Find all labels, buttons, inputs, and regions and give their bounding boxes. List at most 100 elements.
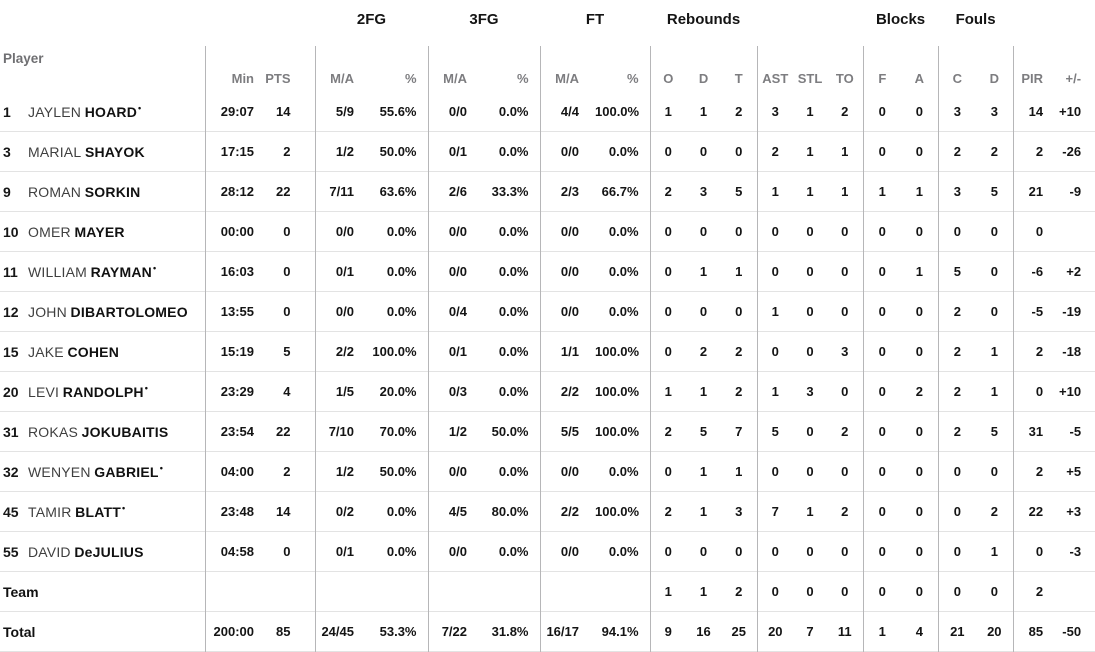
cell-ft_pct: [595, 571, 651, 612]
cell-fg2_ma: 7/10: [328, 424, 354, 439]
cell-reb_t: 0: [721, 211, 758, 252]
group-header-3fg: 3FG: [469, 10, 499, 28]
cell-pts: 2: [262, 131, 316, 172]
column-header-pts: PTS: [262, 46, 316, 92]
cell-stl: 0: [806, 464, 814, 479]
cell-reb_t: 2: [721, 331, 758, 372]
cell-fg2_ma: 1/5: [335, 384, 354, 399]
cell-fg2_pct: 53.3%: [370, 611, 429, 652]
cell-pm: -5: [1069, 424, 1082, 439]
player-cell: 45 TAMIR BLATT•: [0, 491, 206, 532]
player-last-name: RAYMAN: [90, 264, 152, 280]
cell-pts: 0: [262, 211, 316, 252]
column-header-to: TO: [827, 46, 864, 92]
jersey-number: 55: [3, 543, 19, 560]
cell-foul_c: 2: [953, 384, 961, 399]
cell-fg2_ma: 0/2: [335, 504, 354, 519]
cell-foul_c: 2: [953, 424, 961, 439]
cell-fg3_ma: 0/0: [448, 544, 467, 559]
cell-fg3_pct: 0.0%: [483, 371, 541, 412]
cell-reb_o: 1: [664, 384, 672, 399]
cell-pm: -26: [1062, 144, 1082, 159]
cell-to: 2: [827, 411, 864, 452]
group-header-fouls: Fouls: [955, 10, 996, 28]
cell-ast: 20: [768, 624, 783, 639]
cell-ft_ma: 0/0: [560, 544, 579, 559]
cell-ft_pct: 0.0%: [595, 251, 651, 292]
jersey-number: 3: [3, 143, 11, 160]
cell-blk_a: 0: [901, 331, 939, 372]
cell-fg2_pct: 55.6%: [370, 92, 429, 132]
cell-ft_ma: [540, 572, 595, 612]
cell-blk_f: 0: [878, 104, 886, 119]
cell-pir: 31: [1028, 424, 1044, 439]
cell-to: 0: [827, 291, 864, 332]
cell-pir: 22: [1028, 504, 1044, 519]
cell-to: 2: [827, 491, 864, 532]
jersey-number: 1: [3, 104, 11, 120]
player-row: 32 WENYEN GABRIEL• 04:00 2 1/2 50.0% 0/0 0.0% 0/…: [0, 451, 1095, 492]
cell-fg3_ma: 2/6: [448, 184, 467, 199]
cell-foul_d: 1: [976, 371, 1014, 412]
cell-pts: 22: [262, 411, 316, 452]
cell-to: 1: [827, 131, 864, 172]
jersey-number: 10: [3, 223, 19, 240]
player-cell: 3 MARIAL SHAYOK: [0, 131, 206, 172]
cell-blk_f: 0: [878, 464, 886, 479]
cell-reb_o: 9: [664, 624, 672, 639]
cell-reb_t: 0: [721, 131, 758, 172]
cell-pir: 2: [1035, 344, 1044, 359]
cell-blk_a: 0: [901, 291, 939, 332]
column-header-pm: +/-: [1065, 71, 1082, 86]
cell-fg2_pct: 63.6%: [370, 171, 429, 212]
cell-fg3_ma: 0/1: [448, 344, 467, 359]
team-row: Team 1 1 2 0 0 0 0 0 0 0 2: [0, 571, 1095, 612]
cell-ft_ma: 5/5: [560, 424, 579, 439]
cell-blk_a: 0: [901, 411, 939, 452]
cell-pts: 5: [262, 331, 316, 372]
jersey-number: 15: [3, 343, 19, 360]
cell-fg2_ma: [315, 572, 370, 612]
cell-fg3_pct: 0.0%: [483, 211, 541, 252]
cell-ast: 0: [771, 544, 779, 559]
cell-blk_a: 1: [901, 251, 939, 292]
group-header-rebounds: Rebounds: [666, 10, 741, 28]
cell-reb_t: 25: [721, 611, 758, 652]
cell-to: 0: [827, 531, 864, 572]
cell-ft_ma: 2/2: [560, 384, 579, 399]
cell-pir: 0: [1035, 544, 1044, 559]
cell-ft_ma: 16/17: [546, 624, 579, 639]
column-header-fg3_pct: %: [483, 46, 541, 92]
cell-stl: 0: [806, 344, 814, 359]
cell-reb_o: 2: [664, 504, 672, 519]
cell-reb_t: 2: [721, 92, 758, 132]
cell-reb_o: 0: [664, 304, 672, 319]
cell-pm: -18: [1062, 344, 1082, 359]
cell-to: 0: [827, 451, 864, 492]
cell-reb_t: 1: [721, 251, 758, 292]
cell-ast: 7: [771, 504, 779, 519]
cell-stl: 0: [806, 304, 814, 319]
cell-blk_a: 0: [901, 131, 939, 172]
cell-blk_f: 0: [878, 504, 886, 519]
cell-min: 15:19: [220, 344, 254, 359]
cell-reb_d: 5: [699, 424, 708, 439]
cell-blk_f: 0: [878, 304, 886, 319]
cell-ft_pct: 0.0%: [595, 531, 651, 572]
cell-pts: 22: [262, 171, 316, 212]
cell-reb_o: 1: [664, 104, 672, 119]
cell-foul_d: 3: [976, 92, 1014, 132]
boxscore-body: 1 JAYLEN HOARD• 29:07 14 5/9 55.6% 0/0 0.0% 4/4 1…: [0, 92, 1095, 652]
cell-reb_o: 0: [664, 344, 672, 359]
cell-foul_d: 5: [976, 171, 1014, 212]
group-header-blocks: Blocks: [875, 10, 926, 28]
player-cell: 9 ROMAN SORKIN: [0, 171, 206, 212]
player-row: 20 LEVI RANDOLPH• 23:29 4 1/5 20.0% 0/3 0.0% 2/2…: [0, 371, 1095, 412]
cell-ast: 1: [771, 384, 779, 399]
column-header-ast: AST: [762, 71, 789, 86]
group-header-2fg: 2FG: [356, 10, 387, 28]
cell-min: 23:48: [220, 504, 254, 519]
cell-pir: 2: [1035, 144, 1044, 159]
column-header-reb_t: T: [721, 46, 758, 92]
